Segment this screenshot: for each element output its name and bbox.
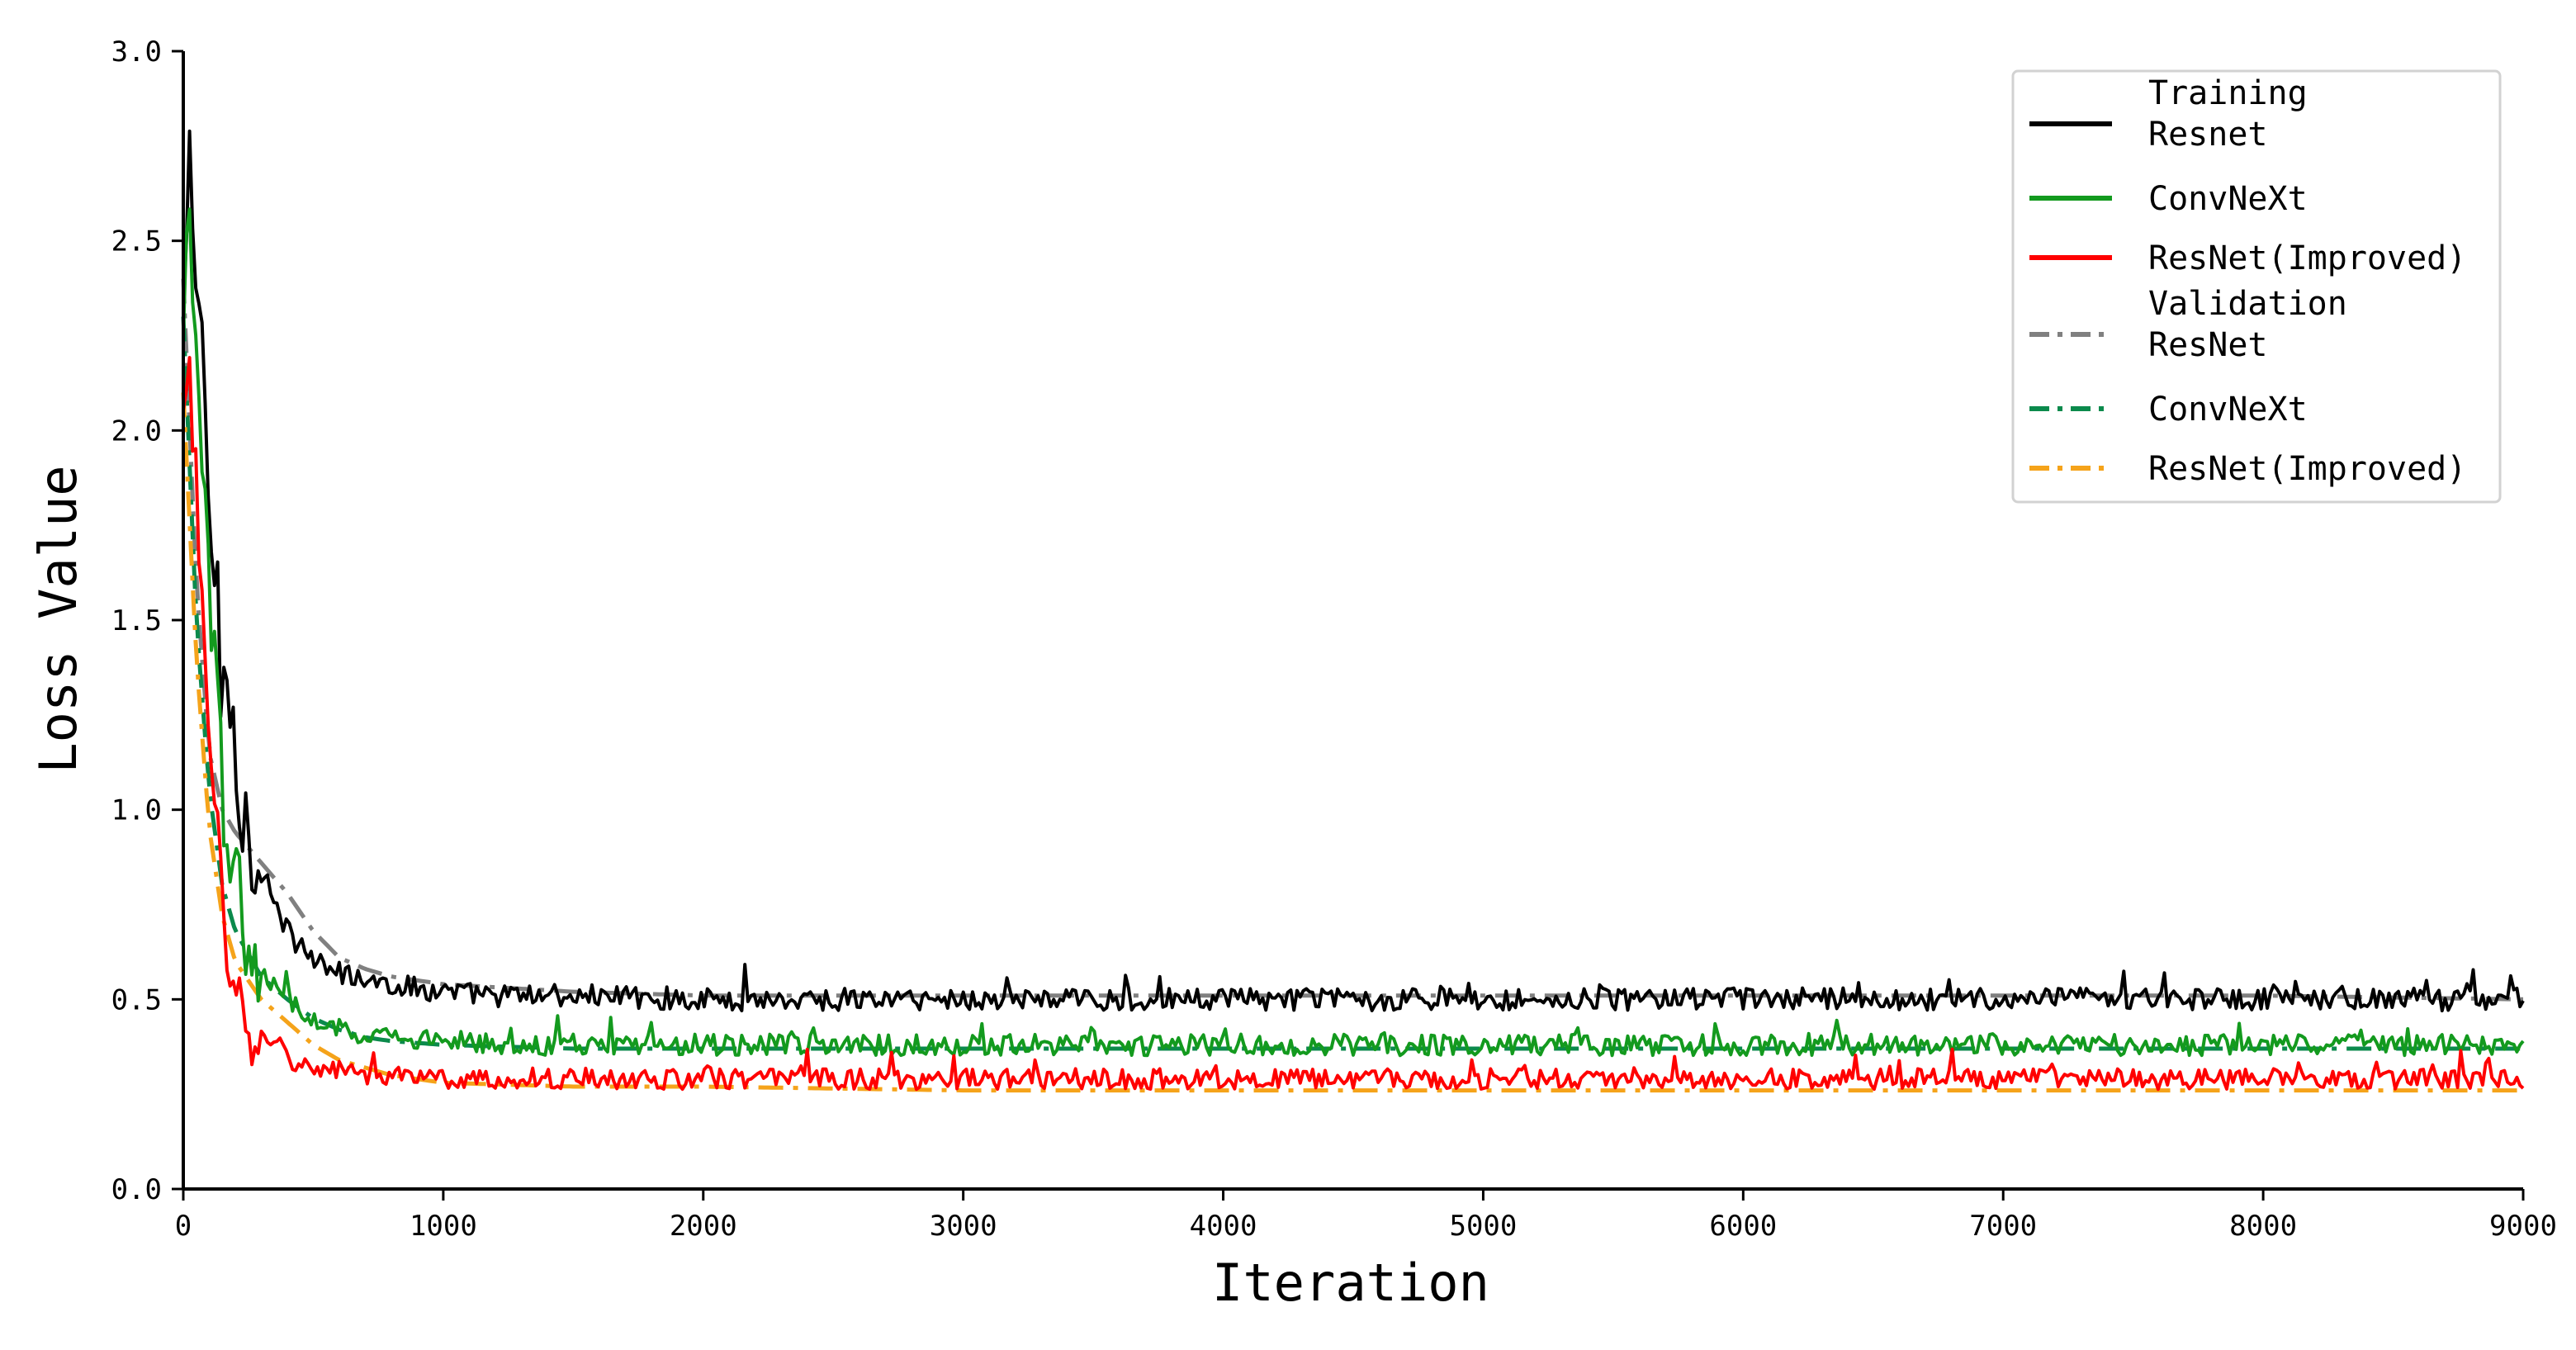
y-tick-label: 0.0 (111, 1173, 162, 1206)
ticks-layer: 0 1000 2000 3000 4000 5000 6000 7000 8000 9000 0.0… (111, 36, 2557, 1243)
y-tick-label: 2.0 (111, 414, 162, 448)
x-tick-label: 7000 (1969, 1210, 2037, 1243)
x-tick-label: 8000 (2229, 1210, 2297, 1243)
series-layer (181, 129, 2525, 1093)
legend-box (2011, 69, 2502, 504)
series-line-2 (182, 207, 2525, 1058)
series-line-1 (182, 129, 2525, 1013)
y-tick-label: 2.5 (111, 225, 162, 258)
legend-label: ConvNeXt (2148, 180, 2308, 218)
legend-group-label: Training (2148, 74, 2308, 112)
y-tick-label: 3.0 (111, 36, 162, 69)
legend-entries: Training Resnet ConvNeXt ResNet(Improved) Va… (2029, 74, 2466, 488)
legend-group-label: Validation (2148, 285, 2347, 323)
legend-label: ConvNeXt (2148, 391, 2308, 429)
x-tick-label: 9000 (2489, 1210, 2557, 1243)
series-line-5 (181, 316, 2523, 1051)
series-line-3 (182, 356, 2525, 1092)
legend-label: ResNet (2148, 326, 2268, 364)
x-tick-label: 5000 (1449, 1210, 1517, 1243)
y-tick-label: 1.0 (111, 794, 162, 827)
x-tick-label: 2000 (670, 1210, 737, 1243)
x-tick-label: 4000 (1190, 1210, 1257, 1243)
x-tick-label: 0 (175, 1210, 192, 1243)
legend-label: Resnet (2148, 116, 2268, 154)
x-tick-label: 1000 (410, 1210, 477, 1243)
legend-label: ResNet(Improved) (2148, 239, 2466, 277)
legend: Training Resnet ConvNeXt ResNet(Improved) Va… (2011, 69, 2502, 504)
x-tick-label: 3000 (930, 1210, 997, 1243)
y-tick-label: 0.5 (111, 983, 162, 1016)
x-axis-title: Iteration (1212, 1253, 1489, 1313)
y-axis-title: Loss Value (28, 465, 88, 773)
legend-label: ResNet(Improved) (2148, 450, 2466, 488)
y-tick-label: 1.5 (111, 604, 162, 637)
series-line-6 (181, 392, 2523, 1093)
x-tick-label: 6000 (1709, 1210, 1777, 1243)
